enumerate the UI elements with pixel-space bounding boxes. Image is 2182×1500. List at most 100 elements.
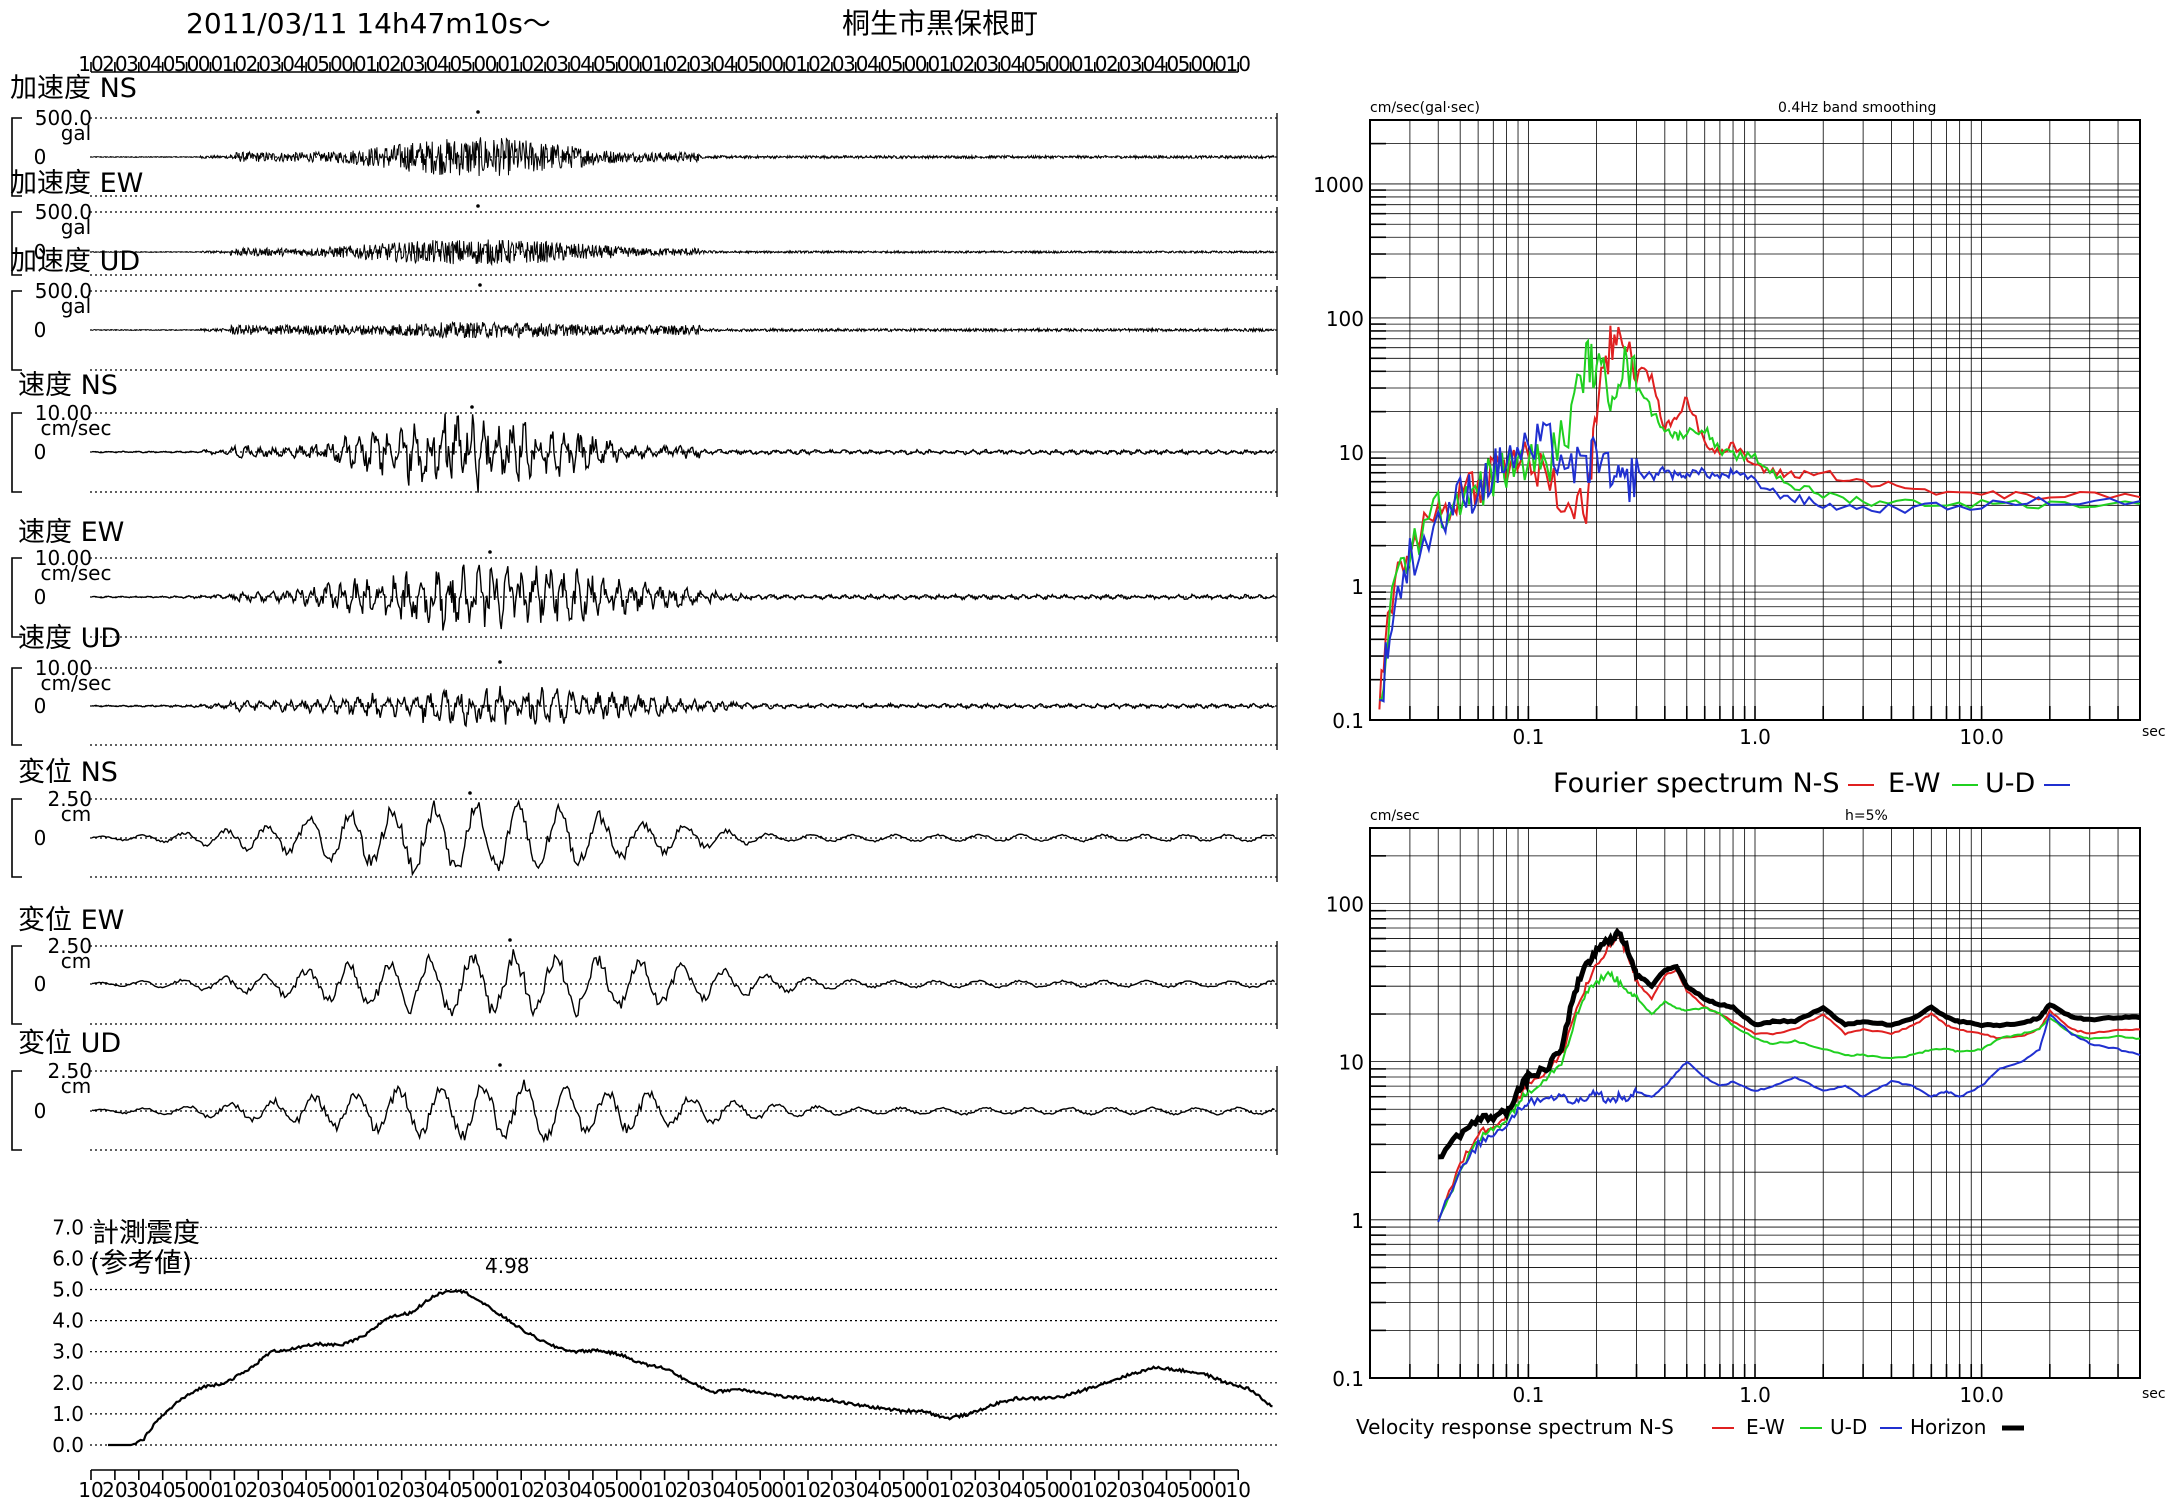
response-series-line — [1437, 970, 2141, 1222]
top-time-label: 40 — [580, 52, 605, 76]
intensity-y-label: 4.0 — [52, 1309, 84, 1333]
top-time-label: 10 — [1082, 52, 1107, 76]
top-time-label: 20 — [676, 52, 701, 76]
response-y-label: 1 — [1351, 1209, 1364, 1233]
bottom-time-label: 20 — [963, 1478, 988, 1500]
response-series-line — [1437, 1013, 2141, 1223]
waveform-line — [91, 564, 1276, 631]
top-time-label: 30 — [126, 52, 151, 76]
intensity-y-label: 0.0 — [52, 1433, 84, 1457]
fourier-frame — [1369, 119, 2141, 721]
bottom-time-label: 00 — [628, 1478, 653, 1500]
top-time-label: 40 — [150, 52, 175, 76]
top-time-label: 20 — [389, 52, 414, 76]
top-time-label: 30 — [986, 52, 1011, 76]
bottom-time-label: 10 — [795, 1478, 820, 1500]
bottom-time-label: 00 — [771, 1478, 796, 1500]
fourier-y-label: 10 — [1339, 441, 1364, 465]
fourier-unit-label: cm/sec(gal·sec) — [1370, 100, 1480, 116]
intensity-y-label: 5.0 — [52, 1278, 84, 1302]
bottom-time-label: 20 — [676, 1478, 701, 1500]
trace-max-label: 10.00 — [35, 546, 92, 570]
top-time-label: 10 — [652, 52, 677, 76]
trace-scale-bracket — [11, 1070, 22, 1151]
top-time-label: 50 — [174, 52, 199, 76]
response-legend-ew: E-W — [1746, 1415, 1785, 1439]
peak-marker — [498, 1063, 502, 1067]
top-time-label: 10 — [222, 52, 247, 76]
response-x-unit: sec — [2142, 1386, 2166, 1402]
top-time-label: 40 — [1154, 52, 1179, 76]
top-time-label: 20 — [102, 52, 127, 76]
top-time-label: 20 — [819, 52, 844, 76]
top-time-label: 50 — [317, 52, 342, 76]
top-time-label: 10 — [1225, 52, 1250, 76]
top-time-label: 00 — [1058, 52, 1083, 76]
trace-max-label: 500.0 — [35, 200, 92, 224]
trace-max-label: 10.00 — [35, 656, 92, 680]
response-series-line — [1438, 927, 2141, 1160]
top-time-label: 40 — [867, 52, 892, 76]
top-time-label: 00 — [198, 52, 223, 76]
bottom-time-label: 20 — [246, 1478, 271, 1500]
bottom-time-label: 40 — [1154, 1478, 1179, 1500]
trace-zero-label: 0 — [34, 440, 47, 464]
top-time-label: 00 — [628, 52, 653, 76]
bottom-time-label: 30 — [126, 1478, 151, 1500]
trace-zero-label: 0 — [34, 318, 47, 342]
fourier-smoothing-note: 0.4Hz band smoothing — [1778, 100, 1936, 116]
intensity-peak-label: 4.98 — [485, 1254, 530, 1278]
bottom-time-label: 00 — [341, 1478, 366, 1500]
bottom-time-label: 30 — [843, 1478, 868, 1500]
top-time-label: 30 — [700, 52, 725, 76]
bottom-time-label: 10 — [1082, 1478, 1107, 1500]
response-series-line — [1437, 929, 2141, 1221]
trace-scale-bracket — [11, 667, 22, 746]
bottom-time-label: 50 — [317, 1478, 342, 1500]
trace-title: 加速度 EW — [10, 168, 143, 199]
bottom-time-label: 10 — [222, 1478, 247, 1500]
top-time-label: 40 — [437, 52, 462, 76]
trace-title: 変位 NS — [18, 757, 118, 788]
waveform-line — [91, 413, 1275, 493]
waveform-line — [91, 799, 1276, 877]
bottom-time-label: 40 — [867, 1478, 892, 1500]
fourier-y-label: 100 — [1326, 307, 1364, 331]
time-axis-bottom: 1020304050001020304050001020304050001020… — [78, 1469, 1251, 1500]
trace-zero-label: 0 — [34, 145, 47, 169]
bottom-time-label: 30 — [1130, 1478, 1155, 1500]
top-time-label: 50 — [1034, 52, 1059, 76]
response-y-label: 10 — [1339, 1051, 1364, 1075]
top-time-label: 30 — [413, 52, 438, 76]
bottom-time-label: 50 — [1178, 1478, 1203, 1500]
bottom-time-label: 40 — [580, 1478, 605, 1500]
top-time-label: 50 — [1178, 52, 1203, 76]
bottom-time-label: 20 — [389, 1478, 414, 1500]
bottom-time-label: 50 — [1034, 1478, 1059, 1500]
trace-unit-label: gal — [61, 215, 92, 239]
bottom-time-label: 50 — [461, 1478, 486, 1500]
intensity-y-label: 1.0 — [52, 1402, 84, 1426]
peak-marker — [488, 550, 492, 554]
top-time-label: 50 — [747, 52, 772, 76]
trace-scale-bracket — [11, 211, 22, 276]
trace-scale-bracket — [11, 117, 22, 197]
bottom-time-label: 50 — [891, 1478, 916, 1500]
peak-marker — [476, 204, 480, 208]
time-axis-top: 1020304050001020304050001020304050001020… — [78, 52, 1251, 76]
trace-unit-label: gal — [61, 121, 92, 145]
trace-title: 速度 EW — [18, 517, 124, 548]
trace-max-label: 2.50 — [47, 787, 92, 811]
bottom-time-label: 30 — [269, 1478, 294, 1500]
top-time-label: 20 — [963, 52, 988, 76]
trace-max-label: 10.00 — [35, 401, 92, 425]
trace-zero-label: 0 — [34, 972, 47, 996]
trace-unit-label: cm/sec — [41, 561, 112, 585]
top-time-label: 30 — [1130, 52, 1155, 76]
bottom-time-label: 20 — [1106, 1478, 1131, 1500]
fourier-spectrum-chart: 1000 100 10 1 0.1 0.1 1.0 10.0 — [1313, 119, 2141, 749]
station-name: 桐生市黒保根町 — [842, 7, 1038, 40]
peak-marker — [478, 283, 482, 287]
trace-unit-label: cm — [61, 949, 91, 973]
top-time-label: 10 — [939, 52, 964, 76]
